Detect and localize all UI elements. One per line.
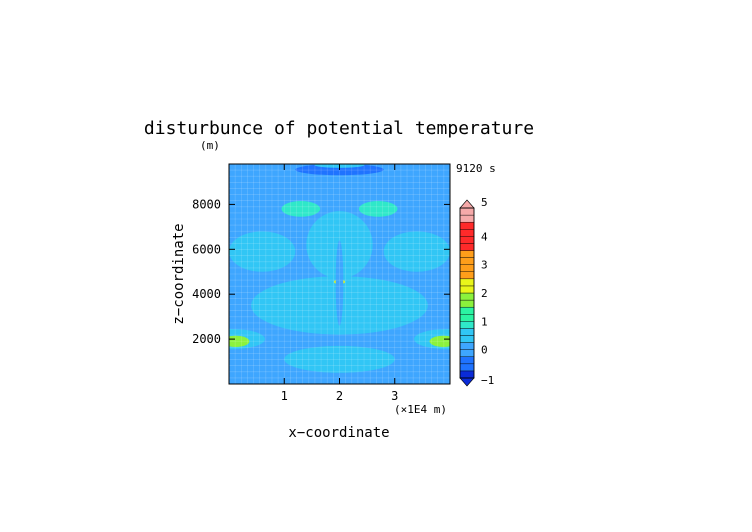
colorbar-label: 0 bbox=[481, 344, 488, 357]
colorbar-frame bbox=[459, 207, 475, 379]
y-axis-label: z−coordinate bbox=[171, 223, 187, 324]
x-tick-label: 1 bbox=[281, 389, 288, 403]
y-tick-label: 8000 bbox=[192, 197, 221, 211]
heatmap-region bbox=[383, 231, 450, 272]
colorbar-segment bbox=[459, 299, 475, 308]
colorbar-segment bbox=[459, 363, 475, 372]
colorbar-label: 3 bbox=[481, 259, 488, 272]
grid-lines bbox=[228, 163, 451, 385]
heatmap-region bbox=[281, 201, 321, 217]
colorbar-segment bbox=[459, 349, 475, 357]
x-axis-label: x−coordinate bbox=[288, 425, 389, 441]
colorbar-segment bbox=[459, 342, 475, 350]
colorbar-segment bbox=[459, 356, 475, 365]
colorbar-max-arrow bbox=[459, 199, 475, 209]
colorbar-label: 4 bbox=[481, 230, 488, 243]
colorbar-segment bbox=[459, 207, 475, 216]
y-tick-label: 6000 bbox=[192, 242, 221, 256]
x-unit-label: (×1E4 m) bbox=[394, 403, 447, 416]
y-tick-label: 4000 bbox=[192, 287, 221, 301]
heatmap-region bbox=[229, 231, 296, 272]
colorbar-segment bbox=[459, 264, 475, 272]
colorbar-label: −1 bbox=[481, 374, 494, 387]
colorbar-segment bbox=[459, 306, 475, 315]
colorbar-segment bbox=[459, 370, 475, 379]
x-tick-label: 3 bbox=[391, 389, 398, 403]
time-label: 9120 s bbox=[456, 162, 496, 175]
chart-title: disturbunce of potential temperature bbox=[144, 118, 534, 139]
colorbar-segment bbox=[459, 243, 475, 251]
colorbar-segment bbox=[459, 271, 475, 280]
colorbar-label: 2 bbox=[481, 287, 488, 300]
heatmap-field bbox=[229, 164, 450, 384]
colorbar-segment bbox=[459, 221, 475, 230]
colorbar-segment bbox=[459, 285, 475, 294]
x-tick-label: 2 bbox=[336, 389, 343, 403]
colorbar-segment bbox=[459, 314, 475, 322]
colorbar-segment bbox=[459, 257, 475, 265]
heatmap-region bbox=[429, 335, 450, 347]
colorbar-segment bbox=[459, 292, 475, 301]
colorbar-label: 5 bbox=[481, 196, 488, 209]
x-axis: 1 2 3 bbox=[281, 164, 398, 403]
colorbar-segment bbox=[459, 328, 475, 336]
colorbar-segment bbox=[459, 250, 475, 258]
colorbar-segment bbox=[459, 335, 475, 343]
heatmap-region bbox=[284, 345, 395, 373]
heatmap-region bbox=[335, 240, 344, 326]
colorbar-segment bbox=[459, 229, 475, 237]
colorbar-segment bbox=[459, 321, 475, 329]
heatmap-region bbox=[229, 335, 250, 347]
colorbar-segment bbox=[459, 214, 475, 223]
colorbar-min-arrow bbox=[459, 377, 475, 387]
colorbar: 5 4 3 2 1 0 −1 bbox=[459, 196, 494, 387]
heatmap-region bbox=[358, 201, 398, 217]
y-unit-label: (m) bbox=[200, 139, 220, 152]
colorbar-segment bbox=[459, 278, 475, 287]
y-tick-label: 2000 bbox=[192, 332, 221, 346]
colorbar-segment bbox=[459, 236, 475, 244]
colorbar-label: 1 bbox=[481, 315, 488, 328]
y-axis: 2000 4000 6000 8000 bbox=[192, 197, 450, 346]
